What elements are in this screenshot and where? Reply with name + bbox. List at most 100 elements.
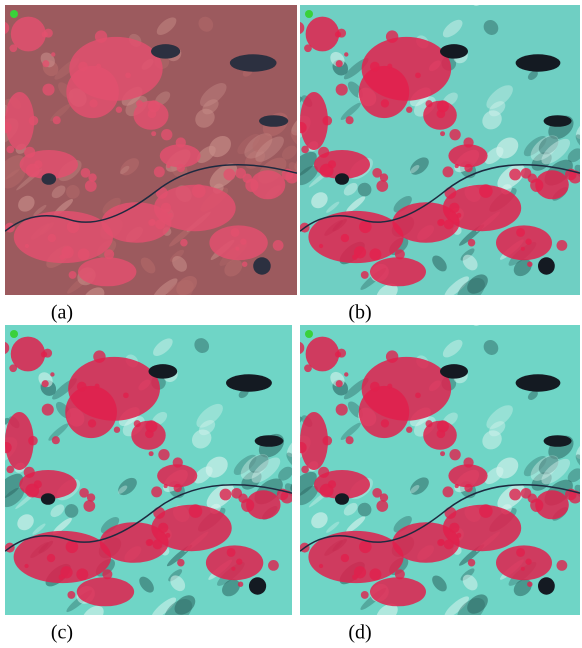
red-speckle — [318, 147, 329, 158]
red-speckle — [440, 451, 445, 456]
red-speckle — [69, 271, 77, 279]
red-speckle — [301, 466, 309, 474]
red-speckle — [463, 457, 473, 467]
red-speckle — [304, 364, 312, 372]
red-speckle — [464, 164, 472, 172]
image-panel — [0, 272, 338, 648]
texture — [126, 622, 154, 648]
red-speckle — [437, 100, 449, 112]
red-speckle — [301, 146, 309, 154]
red-speckle — [53, 116, 61, 124]
texture — [155, 295, 188, 327]
red-speckle — [149, 451, 154, 456]
red-region — [78, 257, 136, 286]
red-region — [359, 386, 409, 438]
red-speckle — [444, 507, 456, 519]
red-speckle — [457, 533, 462, 538]
red-speckle — [455, 164, 459, 168]
red-speckle — [156, 187, 168, 199]
red-speckle — [151, 486, 162, 497]
red-speckle — [268, 560, 279, 571]
red-speckle — [337, 29, 346, 38]
red-speckle — [381, 99, 389, 107]
red-speckle — [43, 349, 52, 358]
red-speckle — [165, 533, 170, 538]
red-speckle — [527, 581, 532, 586]
red-region — [370, 577, 426, 606]
red-speckle — [158, 449, 169, 460]
red-speckle — [322, 116, 332, 126]
red-speckle — [189, 504, 203, 518]
texture — [419, 301, 447, 328]
panel-label: (c) — [51, 622, 73, 644]
texture — [160, 0, 193, 5]
red-speckle — [479, 504, 493, 518]
red-speckle — [444, 539, 454, 549]
red-speckle — [336, 380, 343, 387]
red-speckle — [81, 168, 91, 178]
marker-dot — [305, 330, 313, 338]
red-speckle — [521, 567, 525, 571]
red-speckle — [361, 271, 369, 279]
red-speckle — [9, 44, 17, 52]
red-speckle — [83, 500, 95, 512]
red-speckle — [50, 372, 54, 376]
red-region — [370, 257, 426, 286]
red-speckle — [352, 574, 358, 580]
red-speckle — [164, 484, 168, 488]
red-speckle — [296, 442, 307, 453]
red-speckle — [67, 591, 75, 599]
red-speckle — [47, 554, 55, 562]
red-speckle — [273, 240, 284, 251]
red-region — [65, 386, 117, 438]
red-speckle — [96, 64, 101, 69]
water-body — [42, 173, 57, 185]
red-speckle — [369, 568, 381, 580]
red-speckle — [525, 239, 531, 245]
texture — [154, 304, 173, 321]
red-speckle — [291, 342, 304, 355]
red-speckle — [468, 239, 476, 247]
red-speckle — [463, 137, 473, 147]
page: (a) (b) (c) (d) (() => { const data = JS… — [0, 0, 582, 648]
red-speckle — [59, 574, 65, 580]
red-speckle — [67, 220, 80, 233]
red-speckle — [320, 164, 334, 178]
red-speckle — [521, 247, 525, 251]
red-speckle — [174, 484, 182, 492]
red-speckle — [395, 569, 405, 579]
red-speckle — [530, 179, 543, 192]
image-panel — [257, 274, 582, 648]
red-speckle — [322, 436, 332, 446]
red-speckle — [231, 228, 240, 237]
red-region — [160, 144, 201, 167]
red-speckle — [235, 247, 239, 251]
red-speckle — [386, 350, 398, 362]
red-speckle — [51, 52, 55, 56]
red-speckle — [245, 179, 258, 192]
red-speckle — [509, 169, 521, 181]
red-region — [448, 464, 487, 487]
red-speckle — [479, 184, 493, 198]
red-speckle — [168, 213, 173, 218]
red-speckle — [527, 261, 532, 266]
texture — [182, 313, 196, 326]
water-body — [41, 493, 55, 505]
red-speckle — [180, 239, 188, 247]
water-body — [544, 115, 572, 127]
red-speckle — [444, 187, 456, 199]
red-speckle — [438, 219, 444, 225]
red-speckle — [387, 384, 392, 389]
red-speckle — [346, 116, 354, 124]
texture — [419, 621, 447, 648]
red-speckle — [369, 248, 381, 260]
red-speckle — [336, 84, 348, 96]
red-speckle — [158, 523, 168, 533]
red-speckle — [161, 129, 172, 140]
red-speckle — [337, 349, 346, 358]
water-body — [335, 493, 349, 505]
red-speckle — [468, 559, 476, 567]
water-body — [516, 54, 561, 71]
water-body — [249, 577, 266, 594]
red-speckle — [464, 484, 472, 492]
